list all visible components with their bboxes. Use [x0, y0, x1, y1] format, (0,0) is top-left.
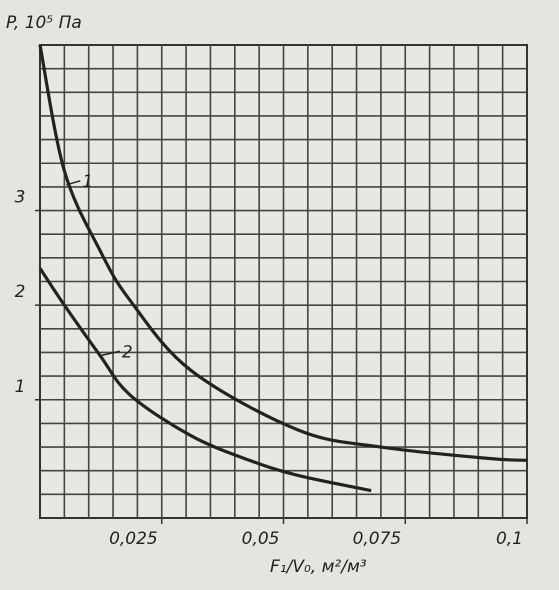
y-tick-label: 2: [15, 282, 26, 302]
curve-label-leader: [66, 180, 81, 186]
x-tick-label: 0,1: [496, 529, 523, 549]
x-tick-label: 0,025: [109, 529, 158, 549]
x-axis-label: F₁/V₀, м²/м³: [270, 557, 367, 577]
x-tick-label: 0,05: [242, 529, 280, 549]
curve: [38, 267, 372, 493]
curve: [38, 44, 528, 462]
curve-label: 2: [122, 342, 133, 362]
curve-label-leader: [101, 350, 121, 357]
y-tick-label: 1: [15, 377, 26, 397]
y-axis-label: P, 10⁵ Па: [6, 13, 82, 33]
curve-label: 1: [82, 172, 93, 192]
x-tick-label: 0,075: [353, 529, 402, 549]
y-tick-label: 3: [15, 188, 26, 208]
